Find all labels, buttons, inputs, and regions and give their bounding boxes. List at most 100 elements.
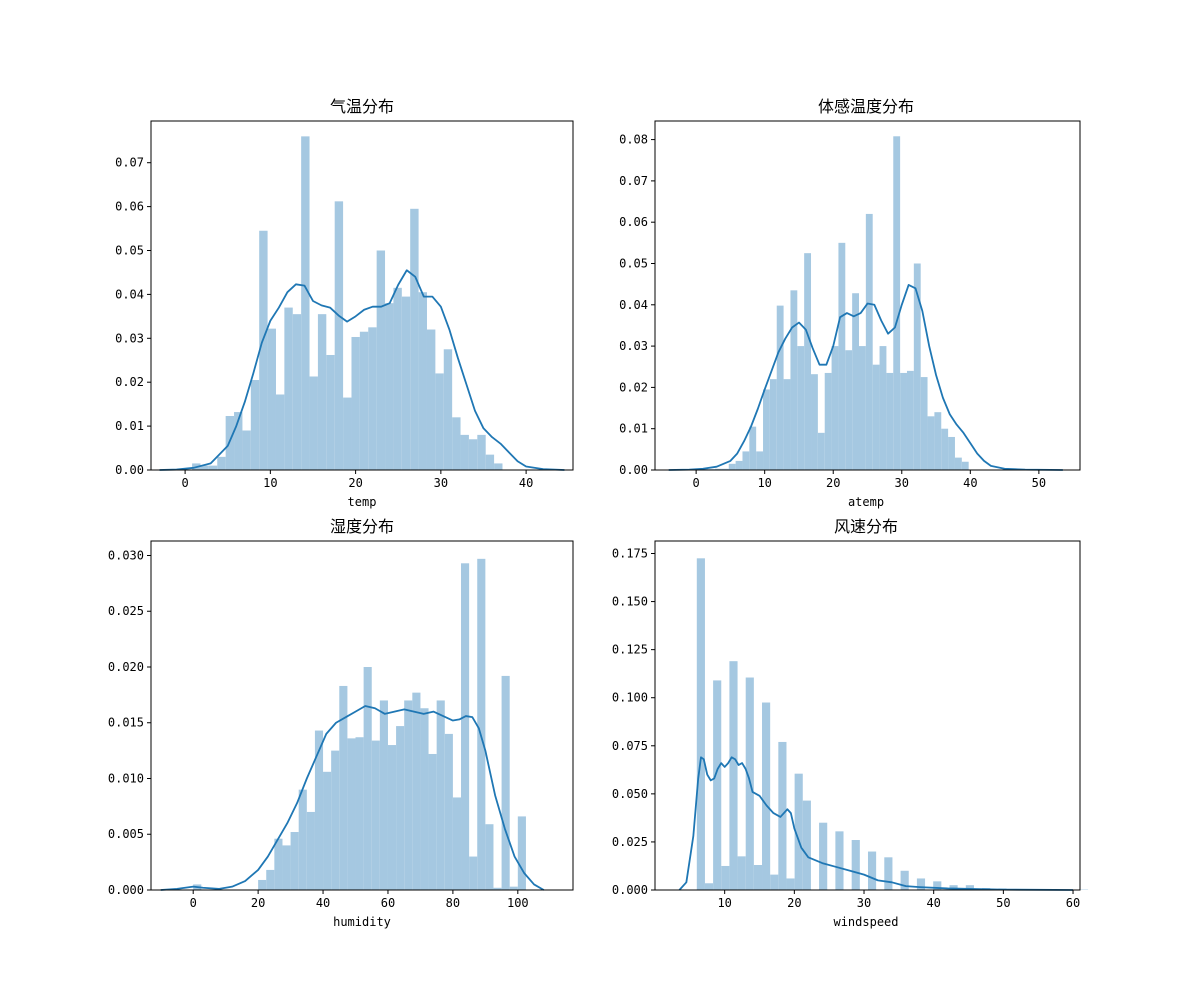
y-tick-label: 0.005	[108, 827, 144, 841]
windspeed-distribution-panel: 风速分布 10 20 30 40 50 60 0.000 0.025 0.050 0.075 0.1…	[612, 517, 1089, 929]
histogram-bar	[790, 290, 798, 470]
chart-title: 体感温度分布	[818, 97, 914, 116]
x-tick-label: 0	[693, 476, 700, 490]
histogram-bar	[326, 354, 335, 470]
histogram-bar	[234, 412, 243, 470]
axes: 10 20 30 40 50 60 0.000 0.025 0.050 0.075 0.100 0.1…	[612, 540, 1081, 910]
histogram-bar	[460, 434, 469, 470]
histogram-bar	[948, 436, 955, 470]
histogram-bar	[916, 878, 926, 890]
y-tick-label: 0.020	[108, 660, 144, 674]
histogram-bar	[426, 329, 436, 470]
histogram-bars	[193, 558, 526, 890]
y-tick-label: 0.00	[115, 463, 144, 477]
x-tick-label: 20	[251, 896, 265, 910]
histogram-bar	[292, 314, 302, 470]
histogram-bar	[900, 372, 907, 470]
histogram-bar	[452, 797, 462, 890]
histogram-bar	[913, 263, 921, 470]
x-tick-label: 40	[963, 476, 977, 490]
histogram-bars	[192, 136, 503, 471]
histogram-bar	[819, 822, 828, 890]
kde-curve	[159, 269, 565, 471]
histogram-bar	[258, 879, 267, 890]
y-tick-label: 0.175	[612, 546, 648, 560]
histogram-bar	[852, 293, 859, 470]
histogram-bar	[317, 314, 327, 470]
histogram-bar	[477, 558, 486, 890]
histogram-bar	[275, 394, 285, 470]
histogram-bar	[355, 737, 364, 890]
histogram-bar	[428, 753, 437, 890]
histogram-bar	[753, 865, 763, 890]
x-tick-label: 10	[717, 896, 731, 910]
histogram-bar	[893, 136, 901, 470]
histogram-bar	[835, 831, 844, 890]
histogram-bar	[742, 451, 750, 470]
histogram-bar	[949, 885, 958, 890]
histogram-bar	[867, 851, 877, 890]
histogram-bar	[410, 208, 419, 471]
x-tick-label: 10	[757, 476, 771, 490]
histogram-bar	[314, 730, 324, 890]
x-tick-label: 60	[381, 896, 395, 910]
y-tick-label: 0.010	[108, 771, 144, 785]
histogram-bar	[468, 439, 478, 470]
histogram-bar	[396, 726, 405, 890]
histogram-bar	[493, 887, 502, 890]
histogram-bar	[501, 675, 510, 890]
histogram-bar	[900, 870, 909, 890]
histogram-bar	[696, 558, 705, 890]
histogram-bar	[387, 745, 397, 890]
histogram-bar	[298, 789, 307, 890]
histogram-bar	[770, 874, 779, 890]
y-tick-label: 0.025	[612, 835, 648, 849]
x-axis-label: temp	[348, 495, 377, 509]
histogram-bar	[797, 346, 805, 470]
histogram-bar	[794, 773, 803, 890]
histogram-bar	[444, 733, 453, 890]
histogram-bar	[363, 667, 372, 890]
y-tick-label: 0.025	[108, 604, 144, 618]
x-tick-label: 20	[348, 476, 362, 490]
y-tick-label: 0.08	[619, 133, 648, 147]
y-tick-label: 0.03	[619, 339, 648, 353]
histogram-bar	[933, 881, 942, 890]
chart-title: 湿度分布	[330, 517, 394, 536]
histogram-bar	[436, 700, 445, 890]
histogram-bar	[735, 460, 743, 470]
atemp-distribution-panel: 体感温度分布 0 10 20 30 40 50 0.00 0.01 0.02 0.03 0.04 0.…	[619, 97, 1081, 509]
x-axis-label: atemp	[848, 495, 884, 509]
y-tick-label: 0.000	[612, 883, 648, 897]
y-tick-label: 0.01	[115, 419, 144, 433]
histogram-bar	[359, 331, 369, 470]
histogram-bar	[461, 563, 470, 890]
y-tick-label: 0.150	[612, 595, 648, 609]
y-tick-label: 0.02	[619, 380, 648, 394]
y-tick-label: 0.04	[115, 287, 144, 301]
x-tick-label: 100	[507, 896, 529, 910]
histogram-bar	[906, 370, 914, 470]
y-tick-label: 0.05	[115, 244, 144, 258]
histogram-bar	[274, 838, 283, 890]
kde-curve	[668, 284, 1063, 471]
y-tick-label: 0.02	[115, 375, 144, 389]
histogram-bar	[208, 465, 218, 470]
histogram-bar	[485, 454, 495, 470]
y-tick-label: 0.05	[619, 256, 648, 270]
histogram-bar	[282, 845, 291, 890]
histogram-bar	[331, 750, 340, 890]
histogram-bar	[376, 250, 386, 470]
histogram-bar	[721, 865, 730, 890]
histogram-bar	[838, 242, 846, 470]
histogram-bar	[721, 468, 729, 470]
histogram-bar	[412, 692, 421, 890]
x-tick-label: 30	[857, 896, 871, 910]
x-tick-label: 40	[519, 476, 533, 490]
histogram-bar	[393, 287, 402, 470]
histogram-bar	[368, 327, 377, 470]
y-tick-label: 0.03	[115, 331, 144, 345]
y-tick-label: 0.04	[619, 298, 648, 312]
x-tick-label: 20	[826, 476, 840, 490]
